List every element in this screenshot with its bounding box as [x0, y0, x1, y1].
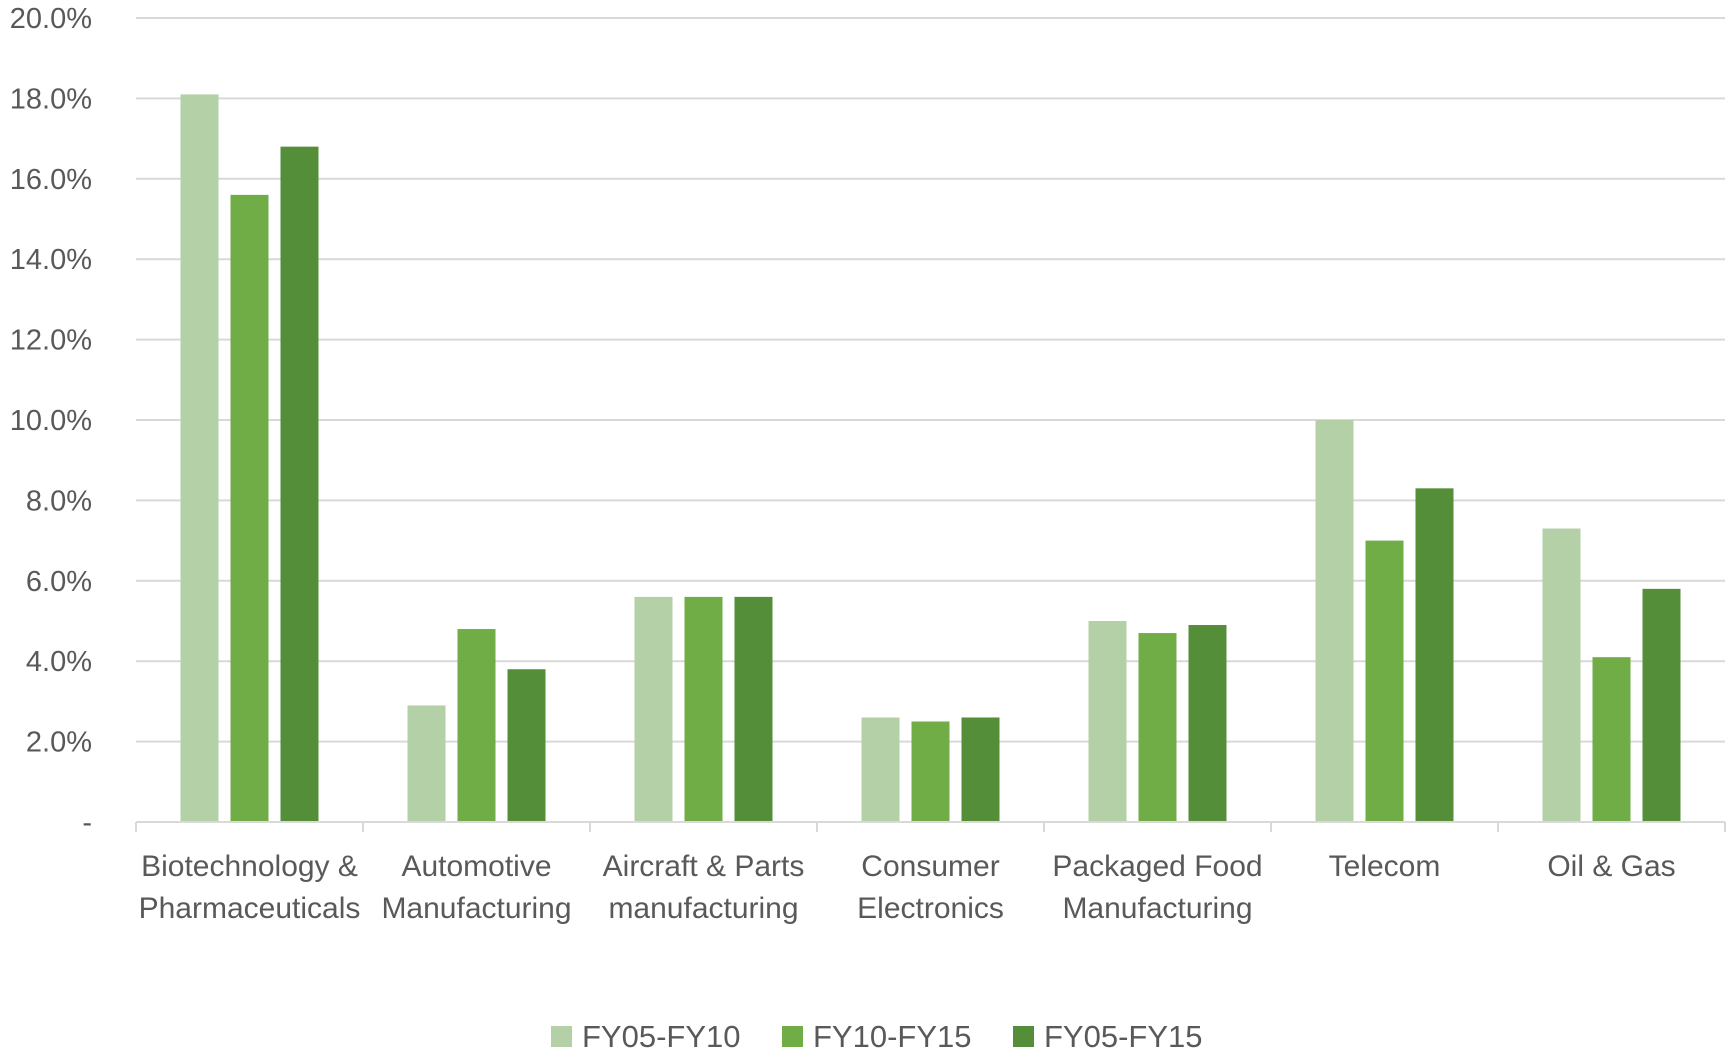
x-category-label: Packaged Food: [1052, 850, 1262, 883]
legend: FY05-FY10 FY10-FY15 FY05-FY15: [551, 1019, 1203, 1054]
y-axis-ticks: - 2.0% 4.0% 6.0% 8.0% 10.0% 12.0% 14.0% 16.0% 18.…: [10, 3, 92, 839]
x-category-label: Consumer: [861, 850, 999, 883]
y-tick-label: 6.0%: [26, 566, 92, 598]
y-tick-label: 14.0%: [10, 244, 92, 276]
x-category-label: Manufacturing: [381, 892, 571, 925]
bar-fy05-fy15: [1642, 588, 1681, 822]
bar-fy05-fy10: [1315, 420, 1354, 822]
bar-fy05-fy15: [507, 669, 546, 822]
y-tick-label: 4.0%: [26, 646, 92, 678]
y-tick-label: 20.0%: [10, 3, 92, 35]
legend-label: FY05-FY10: [582, 1019, 741, 1054]
y-tick-label: 18.0%: [10, 83, 92, 115]
y-tick-label: 16.0%: [10, 164, 92, 196]
bar-fy05-fy10: [180, 94, 219, 822]
x-category-label: Manufacturing: [1062, 892, 1252, 925]
bar-fy05-fy10: [1088, 621, 1127, 822]
bar-fy05-fy10: [861, 717, 900, 822]
bars: [180, 94, 1681, 822]
bar-fy05-fy10: [634, 596, 673, 822]
y-tick-label: 2.0%: [26, 727, 92, 759]
legend-swatch: [1013, 1026, 1034, 1047]
bar-fy05-fy15: [1188, 625, 1227, 822]
bar-fy10-fy15: [230, 194, 269, 822]
bar-fy10-fy15: [1365, 540, 1404, 822]
bar-fy10-fy15: [911, 721, 950, 822]
x-category-label: Aircraft & Parts: [603, 850, 805, 883]
bar-fy10-fy15: [1138, 633, 1177, 822]
bar-fy05-fy15: [280, 146, 319, 822]
legend-label: FY05-FY15: [1044, 1019, 1203, 1054]
y-tick-label: 8.0%: [26, 485, 92, 517]
y-tick-label: -: [82, 807, 92, 839]
bar-fy10-fy15: [1592, 657, 1631, 822]
y-tick-label: 10.0%: [10, 405, 92, 437]
bar-fy10-fy15: [684, 596, 723, 822]
gridlines: [136, 17, 1725, 743]
legend-label: FY10-FY15: [813, 1019, 972, 1054]
bar-fy05-fy10: [407, 705, 446, 822]
bar-fy05-fy15: [734, 596, 773, 822]
x-category-label: Biotechnology &: [141, 850, 358, 883]
bar-fy05-fy15: [961, 717, 1000, 822]
y-tick-label: 12.0%: [10, 325, 92, 357]
x-axis-categories: Biotechnology & Pharmaceuticals Automotive…: [139, 850, 1676, 925]
x-category-label: manufacturing: [608, 892, 798, 925]
x-category-label: Pharmaceuticals: [139, 892, 361, 925]
x-category-label: Automotive: [401, 850, 551, 883]
x-axis: [135, 821, 1726, 832]
x-category-label: Electronics: [857, 892, 1004, 925]
x-category-label: Telecom: [1329, 850, 1441, 883]
bar-fy05-fy10: [1542, 528, 1581, 822]
x-category-label: Oil & Gas: [1547, 850, 1675, 883]
bar-fy10-fy15: [457, 629, 496, 822]
legend-swatch: [551, 1026, 572, 1047]
legend-swatch: [782, 1026, 803, 1047]
bar-fy05-fy15: [1415, 488, 1454, 822]
